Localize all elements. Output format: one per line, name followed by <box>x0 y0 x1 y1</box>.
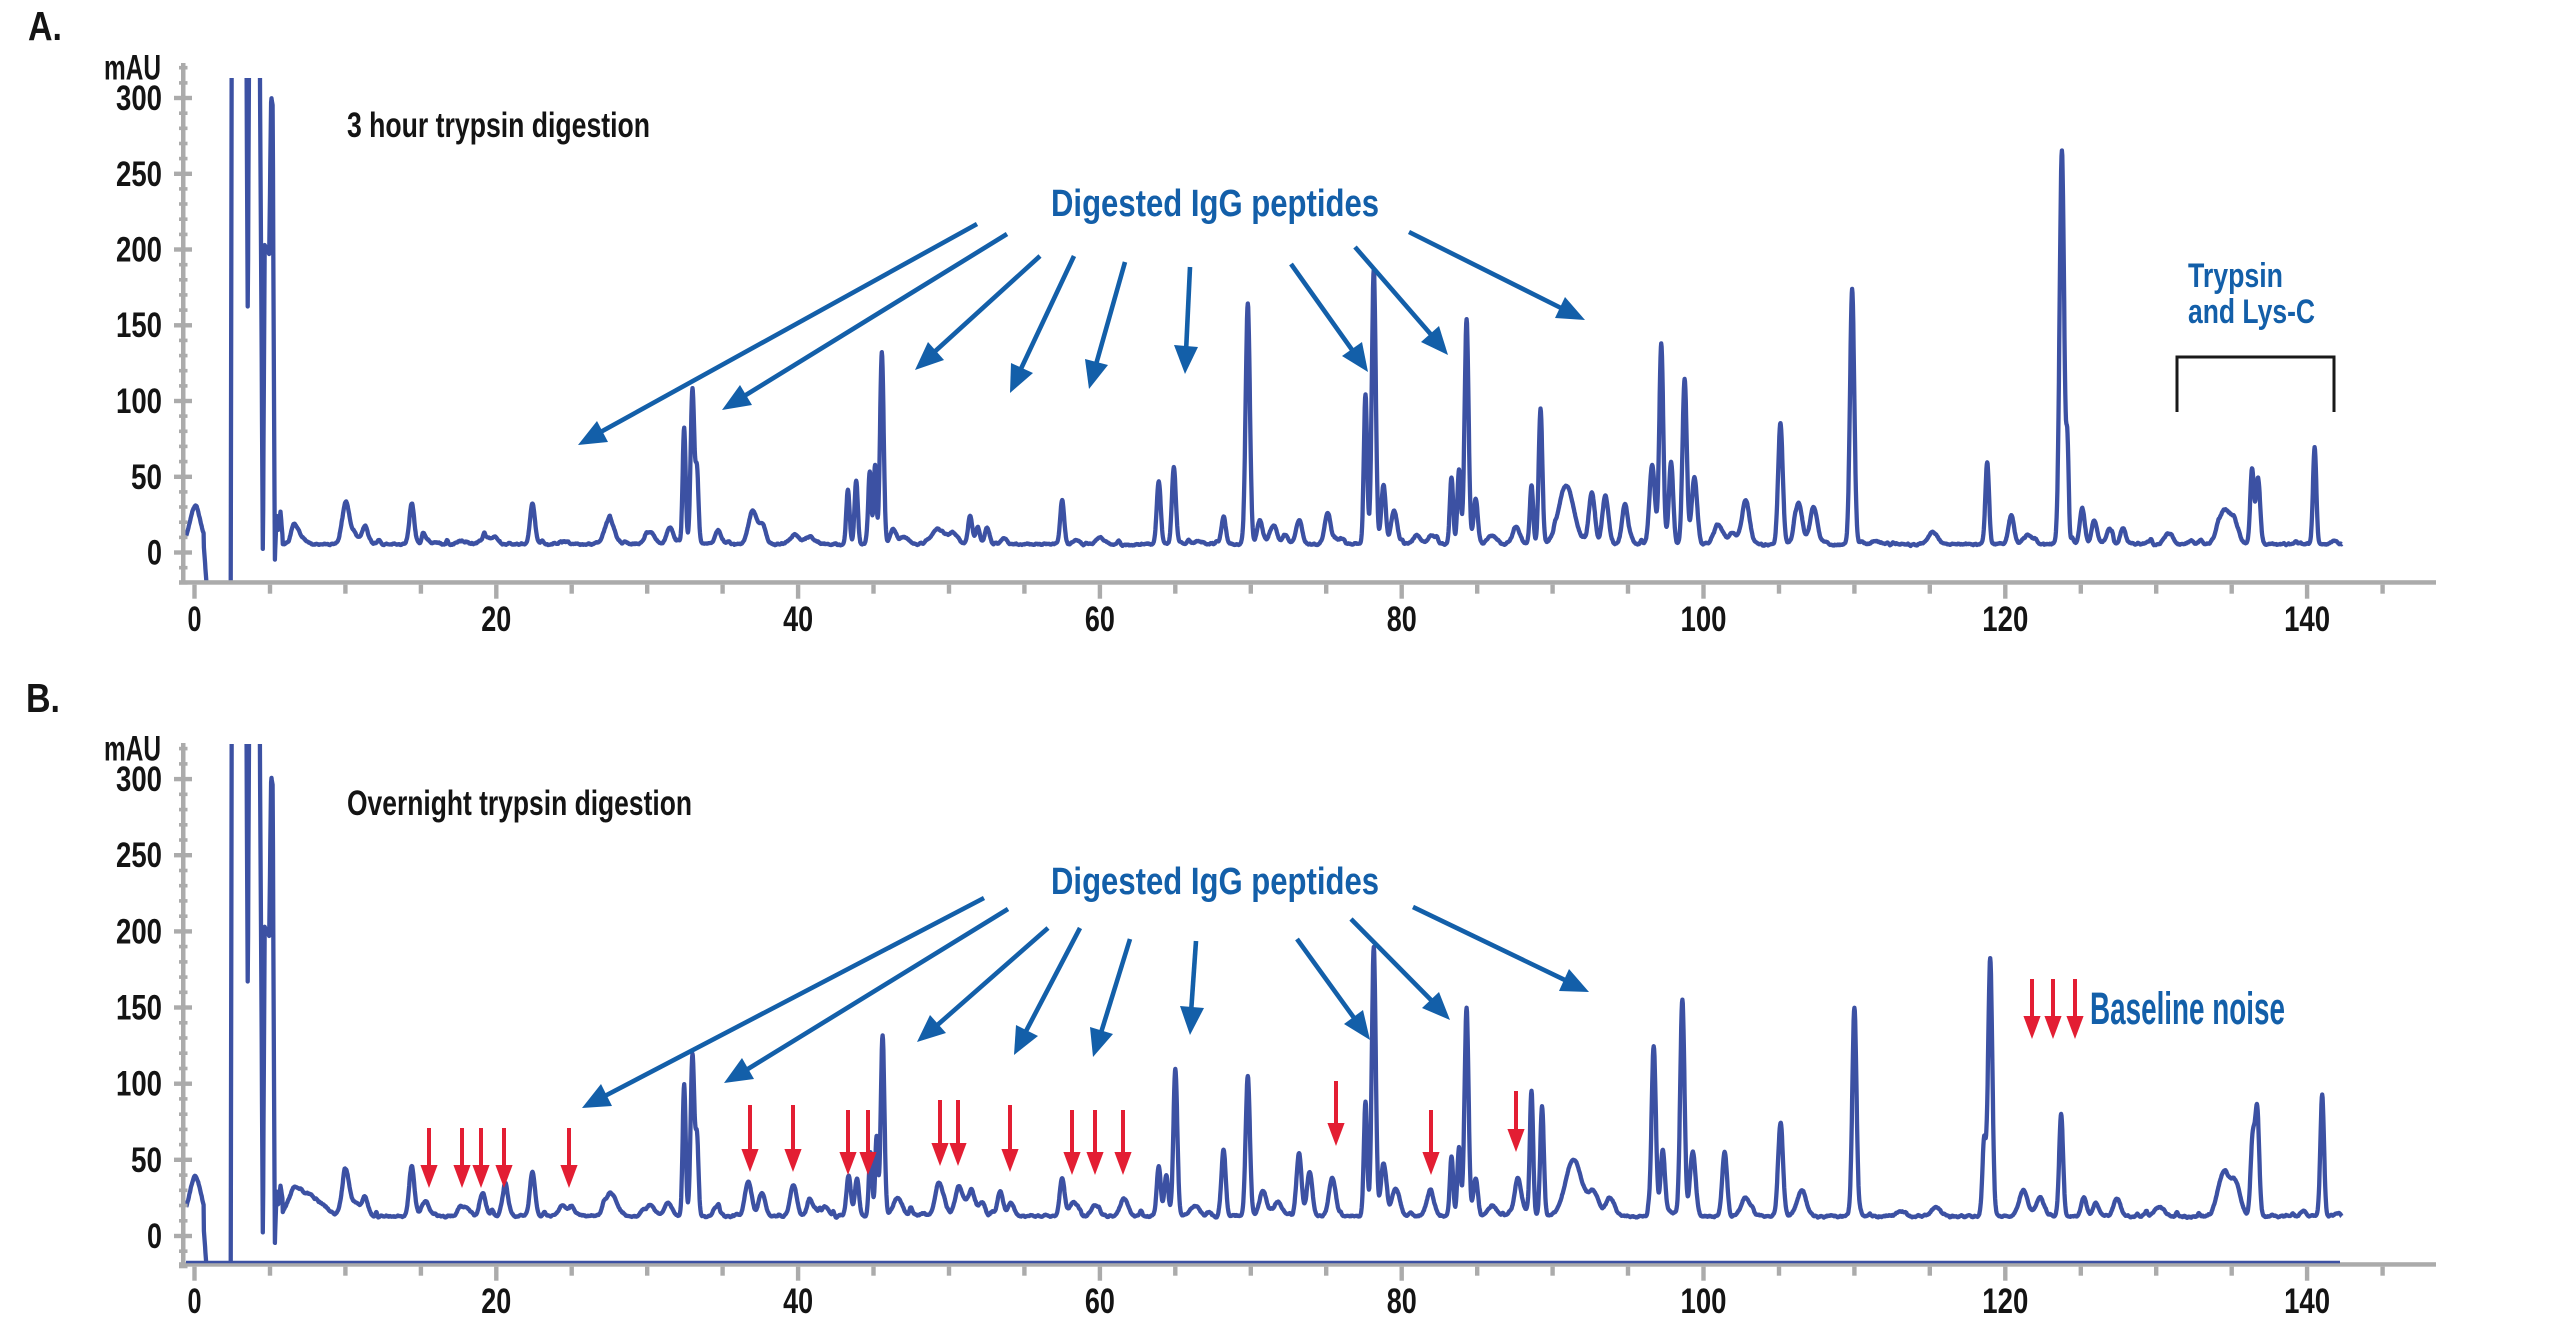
svg-text:200: 200 <box>116 912 162 951</box>
svg-text:40: 40 <box>783 1282 813 1321</box>
svg-text:150: 150 <box>116 306 162 345</box>
svg-text:80: 80 <box>1387 1282 1417 1321</box>
svg-text:0: 0 <box>147 1217 162 1256</box>
svg-text:300: 300 <box>116 760 162 799</box>
svg-text:140: 140 <box>2284 1282 2330 1321</box>
svg-text:50: 50 <box>131 1141 162 1180</box>
svg-text:120: 120 <box>1982 1282 2028 1321</box>
svg-text:Overnight trypsin digestion: Overnight trypsin digestion <box>347 784 692 823</box>
svg-text:Digested IgG peptides: Digested IgG peptides <box>1051 183 1379 225</box>
svg-text:100: 100 <box>1681 1282 1727 1321</box>
svg-text:0: 0 <box>147 534 162 573</box>
svg-text:and Lys-C: and Lys-C <box>2188 293 2315 331</box>
svg-text:Trypsin: Trypsin <box>2188 257 2283 295</box>
svg-text:Baseline noise: Baseline noise <box>2090 983 2285 1034</box>
svg-text:0: 0 <box>188 1282 202 1321</box>
svg-text:mAU: mAU <box>104 49 161 88</box>
svg-text:120: 120 <box>1982 600 2028 639</box>
svg-text:A.: A. <box>28 3 62 49</box>
svg-text:B.: B. <box>26 675 60 721</box>
svg-text:250: 250 <box>116 836 162 875</box>
svg-text:60: 60 <box>1085 1282 1115 1321</box>
svg-text:Digested IgG peptides: Digested IgG peptides <box>1051 861 1379 903</box>
svg-text:0: 0 <box>188 600 202 639</box>
svg-text:40: 40 <box>783 600 813 639</box>
svg-text:20: 20 <box>481 1282 511 1321</box>
svg-text:300: 300 <box>116 79 162 118</box>
svg-text:250: 250 <box>116 155 162 194</box>
svg-text:200: 200 <box>116 231 162 270</box>
svg-text:140: 140 <box>2284 600 2330 639</box>
svg-text:100: 100 <box>116 382 162 421</box>
svg-text:100: 100 <box>1681 600 1727 639</box>
svg-text:100: 100 <box>116 1065 162 1104</box>
svg-text:80: 80 <box>1387 600 1417 639</box>
svg-text:mAU: mAU <box>104 730 161 769</box>
svg-text:3 hour trypsin digestion: 3 hour trypsin digestion <box>347 106 650 145</box>
svg-text:150: 150 <box>116 989 162 1028</box>
svg-text:60: 60 <box>1085 600 1115 639</box>
svg-text:20: 20 <box>481 600 511 639</box>
svg-text:50: 50 <box>131 458 162 497</box>
